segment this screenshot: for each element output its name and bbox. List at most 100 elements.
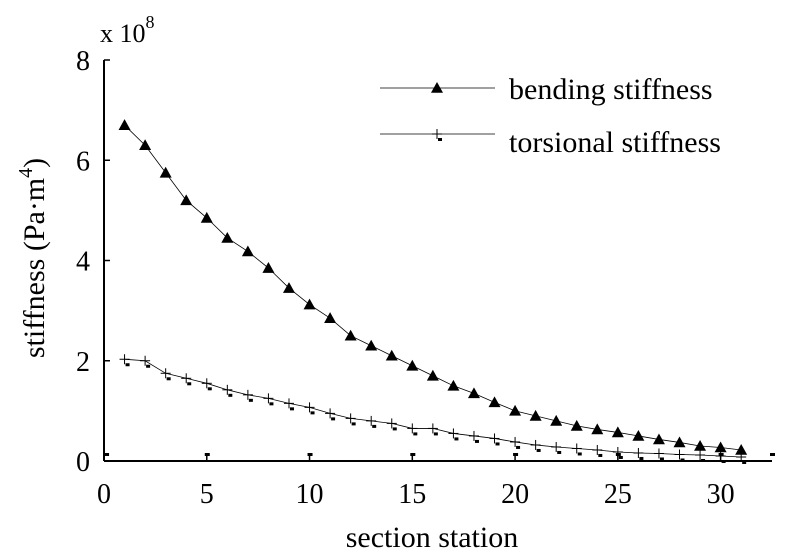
baseline-mark [204, 453, 210, 456]
data-point-bending [324, 312, 337, 323]
marker-dash [742, 460, 747, 464]
marker-dash [516, 445, 521, 449]
marker-dash [433, 432, 438, 436]
data-point-torsional [633, 447, 644, 460]
data-point-torsional [119, 354, 130, 367]
marker-dash [438, 138, 442, 141]
marker-dash [187, 382, 192, 386]
data-point-torsional [181, 373, 192, 386]
data-point-bending [118, 119, 131, 130]
data-point-bending [735, 443, 748, 455]
marker-dash [125, 363, 130, 367]
y-multiplier: x 108 [100, 12, 155, 48]
marker-dash [166, 377, 171, 381]
data-point-bending [673, 436, 686, 448]
data-point-torsional [140, 355, 151, 368]
data-point-torsional [366, 415, 377, 428]
x-axis-label: section station [346, 521, 518, 554]
data-point-torsional [510, 436, 521, 449]
marker-dash [721, 459, 726, 463]
legend-label-torsional: torsional stiffness [509, 126, 721, 159]
data-point-bending [241, 245, 254, 257]
baseline-mark [770, 453, 775, 456]
marker-dash [372, 424, 377, 428]
legend-marker-torsional [432, 129, 442, 141]
data-point-torsional [653, 448, 664, 461]
data-point-bending [180, 194, 193, 206]
data-point-bending [303, 298, 316, 310]
x-tick-label: 20 [501, 479, 529, 510]
data-point-torsional [345, 413, 356, 426]
marker-dash [639, 456, 644, 460]
baseline-mark [307, 453, 313, 456]
x-tick-label: 0 [97, 479, 111, 510]
data-point-bending [262, 262, 275, 273]
data-point-torsional [736, 451, 747, 464]
data-point-torsional [407, 423, 418, 436]
data-point-bending [714, 441, 727, 453]
marker-dash [536, 448, 541, 452]
data-point-torsional [448, 428, 459, 441]
marker-dash [474, 439, 479, 443]
marker-dash [331, 417, 336, 421]
baseline-mark [410, 453, 416, 456]
data-point-torsional [427, 423, 438, 436]
data-point-bending [426, 369, 439, 381]
data-point-torsional [571, 443, 582, 456]
marker-dash [351, 422, 356, 426]
data-point-bending [200, 211, 213, 223]
x-tick-label: 5 [200, 479, 214, 510]
data-point-torsional [325, 408, 336, 421]
data-point-bending [570, 419, 583, 431]
data-point-bending [159, 166, 172, 178]
data-point-torsional [468, 430, 479, 443]
data-point-torsional [160, 368, 171, 381]
marker-dash [701, 458, 706, 462]
legend: bending stiffness torsional stiffness [380, 73, 721, 159]
marker-dash [207, 387, 212, 391]
marker-dash [228, 393, 233, 397]
data-point-bending [385, 349, 398, 361]
data-point-torsional [386, 418, 397, 431]
y-tick-label: 2 [76, 347, 90, 378]
data-point-bending [632, 429, 645, 441]
marker-dash [413, 432, 418, 436]
marker-dash [454, 437, 459, 441]
y-tick-label: 6 [76, 146, 90, 177]
data-point-torsional [201, 378, 212, 391]
marker-dash [577, 452, 582, 456]
y-tick-label: 8 [76, 46, 90, 77]
data-point-torsional [551, 441, 562, 454]
marker-dash [659, 457, 664, 461]
data-point-bending [365, 339, 378, 351]
data-point-torsional [489, 433, 500, 446]
marker-dash [146, 364, 151, 368]
data-point-torsional [263, 393, 274, 406]
x-tick-label: 15 [398, 479, 426, 510]
data-point-torsional [530, 439, 541, 452]
plot-area [104, 119, 775, 464]
data-point-torsional [283, 398, 294, 411]
marker-dash [248, 398, 253, 402]
data-point-bending [221, 231, 234, 243]
y-tick-label: 4 [76, 247, 90, 278]
data-point-bending [529, 409, 542, 421]
data-point-bending [282, 282, 295, 293]
data-point-torsional [304, 402, 315, 415]
baseline-mark [718, 453, 724, 456]
data-point-torsional [222, 384, 233, 397]
marker-dash [680, 458, 685, 462]
legend-marker-bending [431, 82, 443, 93]
marker-dash [598, 453, 603, 457]
data-point-bending [467, 387, 480, 399]
marker-dash [310, 411, 315, 415]
data-point-bending [611, 426, 624, 438]
data-point-bending [550, 414, 563, 426]
data-point-bending [591, 423, 604, 435]
data-point-bending [344, 329, 357, 341]
series-line-0 [124, 124, 742, 451]
x-tick-label: 25 [604, 479, 632, 510]
data-point-bending [652, 433, 665, 445]
y-tick-label: 0 [76, 447, 90, 478]
data-point-bending [139, 139, 152, 151]
